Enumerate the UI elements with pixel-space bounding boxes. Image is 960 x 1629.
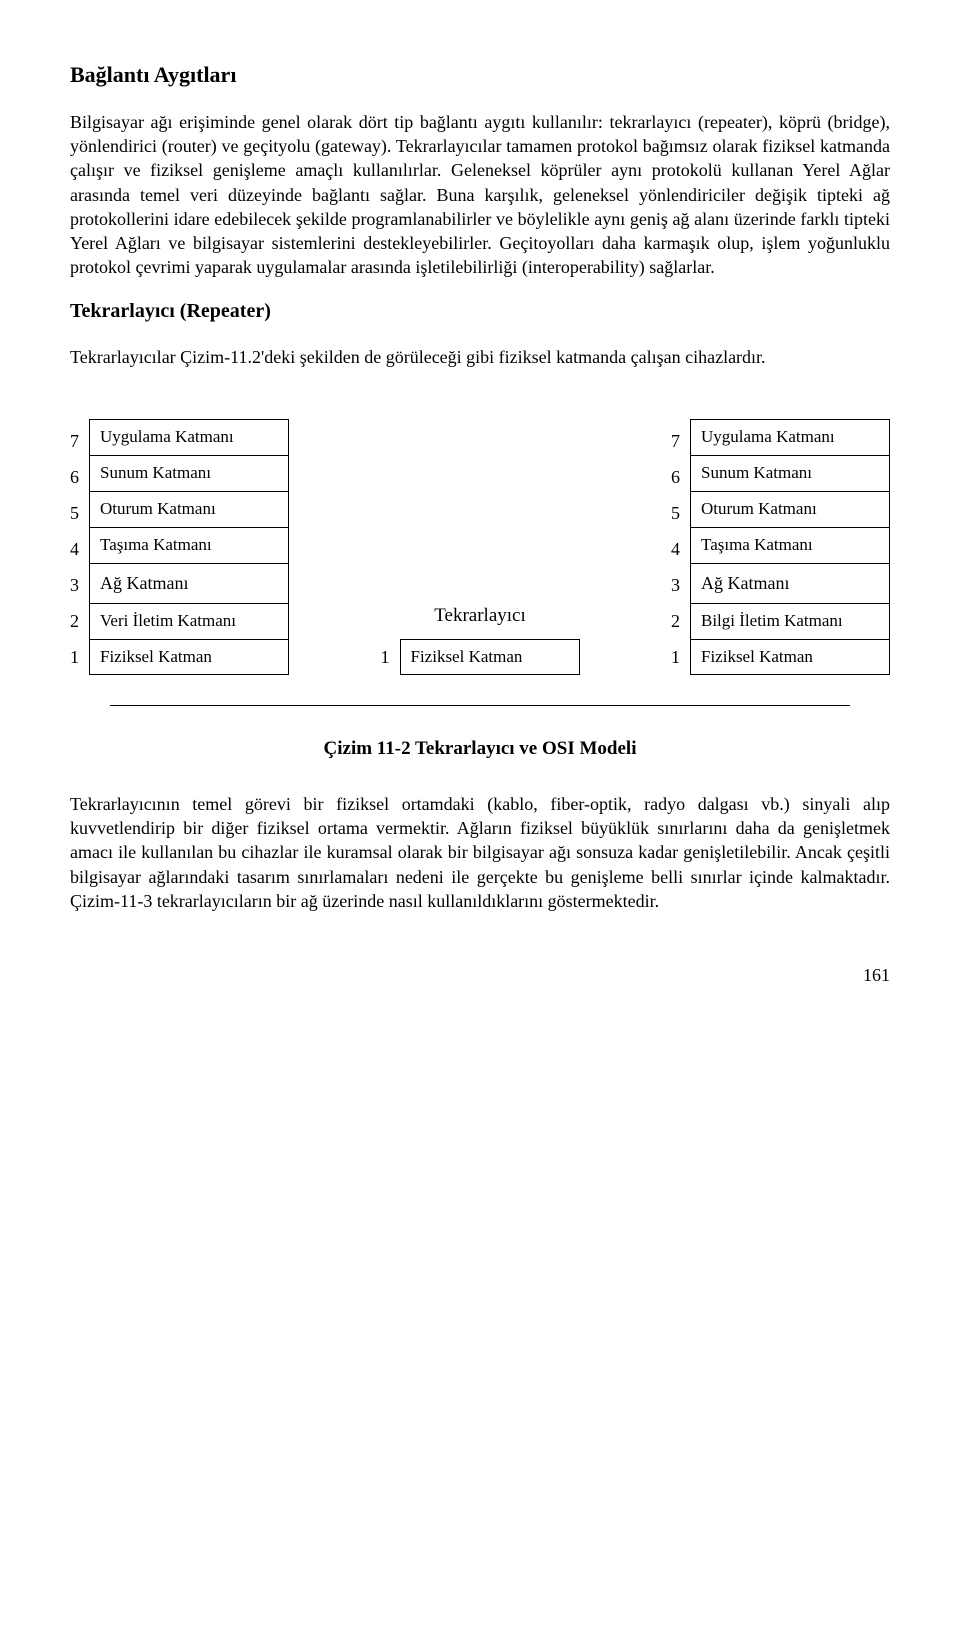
layer-number: 7 (70, 423, 79, 459)
layer-number: 1 (671, 639, 680, 675)
layer-box: Veri İletim Katmanı (89, 603, 289, 639)
paragraph-repeater-intro: Tekrarlayıcılar Çizim-11.2'deki şekilden… (70, 345, 890, 369)
layer-box: Sunum Katmanı (690, 455, 890, 491)
repeater-label: Tekrarlayıcı (434, 603, 526, 629)
right-layer-boxes: Uygulama Katmanı Sunum Katmanı Oturum Ka… (690, 419, 890, 675)
layer-number: 7 (671, 423, 680, 459)
heading-repeater: Tekrarlayıcı (Repeater) (70, 298, 890, 325)
layer-box: Oturum Katmanı (89, 491, 289, 527)
layer-number: 5 (671, 495, 680, 531)
layer-number: 5 (70, 495, 79, 531)
layer-number: 6 (671, 459, 680, 495)
page-number: 161 (70, 963, 890, 987)
layer-box: Ağ Katmanı (690, 563, 890, 603)
left-osi-stack: 7 6 5 4 3 2 1 Uygulama Katmanı Sunum Kat… (70, 419, 289, 675)
layer-box: Uygulama Katmanı (690, 419, 890, 455)
middle-layer-number: 1 (381, 639, 390, 675)
right-layer-numbers: 7 6 5 4 3 2 1 (671, 423, 680, 675)
connect-line (110, 705, 850, 706)
layer-number: 4 (671, 531, 680, 567)
layer-number: 1 (70, 639, 79, 675)
heading-connection-devices: Bağlantı Aygıtları (70, 60, 890, 90)
right-osi-stack: 7 6 5 4 3 2 1 Uygulama Katmanı Sunum Kat… (671, 419, 890, 675)
middle-layer-box: Fiziksel Katman (400, 639, 580, 675)
layer-box: Bilgi İletim Katmanı (690, 603, 890, 639)
layer-box: Fiziksel Katman (89, 639, 289, 675)
layer-box: Sunum Katmanı (89, 455, 289, 491)
layer-number: 2 (671, 603, 680, 639)
layer-box: Ağ Katmanı (89, 563, 289, 603)
left-layer-numbers: 7 6 5 4 3 2 1 (70, 423, 79, 675)
layer-number: 6 (70, 459, 79, 495)
diagram-caption: Çizim 11-2 Tekrarlayıcı ve OSI Modeli (70, 736, 890, 762)
layer-number: 3 (70, 567, 79, 603)
layer-number: 4 (70, 531, 79, 567)
layer-box: Fiziksel Katman (690, 639, 890, 675)
layer-box: Oturum Katmanı (690, 491, 890, 527)
layer-number: 2 (70, 603, 79, 639)
osi-repeater-diagram: 7 6 5 4 3 2 1 Uygulama Katmanı Sunum Kat… (70, 419, 890, 675)
repeater-middle: Tekrarlayıcı 1 Fiziksel Katman (381, 603, 580, 675)
left-layer-boxes: Uygulama Katmanı Sunum Katmanı Oturum Ka… (89, 419, 289, 675)
paragraph-intro: Bilgisayar ağı erişiminde genel olarak d… (70, 110, 890, 280)
layer-box: Taşıma Katmanı (690, 527, 890, 563)
layer-number: 3 (671, 567, 680, 603)
paragraph-repeater-detail: Tekrarlayıcının temel görevi bir fizikse… (70, 792, 890, 913)
layer-box: Taşıma Katmanı (89, 527, 289, 563)
layer-box: Uygulama Katmanı (89, 419, 289, 455)
